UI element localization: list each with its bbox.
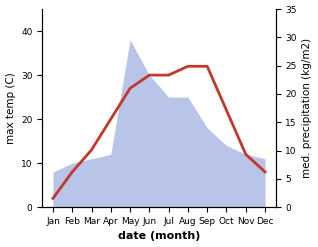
X-axis label: date (month): date (month) bbox=[118, 231, 200, 242]
Y-axis label: med. precipitation (kg/m2): med. precipitation (kg/m2) bbox=[302, 38, 313, 178]
Y-axis label: max temp (C): max temp (C) bbox=[5, 72, 16, 144]
